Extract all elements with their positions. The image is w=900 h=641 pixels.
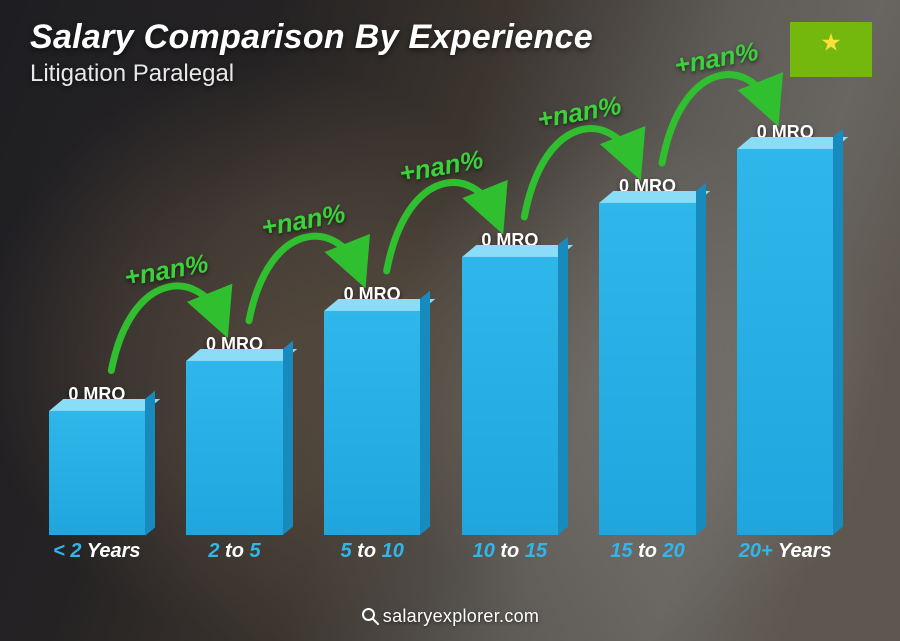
x-axis-label: 20+ Years [730, 540, 840, 563]
bar [186, 361, 283, 535]
bar-column: 0 MRO [317, 120, 427, 535]
bar [599, 203, 696, 535]
bar-column: 0 MRO [180, 120, 290, 535]
x-axis-label: 5 to 10 [317, 540, 427, 563]
x-axis-label: < 2 Years [42, 540, 152, 563]
x-axis-label: 2 to 5 [180, 540, 290, 563]
chart-subtitle: Litigation Paralegal [30, 60, 234, 88]
bars-container: 0 MRO0 MRO0 MRO0 MRO0 MRO0 MRO [42, 120, 840, 535]
search-icon [361, 607, 379, 625]
bar [49, 411, 146, 536]
bar [462, 257, 559, 535]
delta-label: +nan% [672, 36, 761, 81]
bar [737, 149, 834, 535]
bar [324, 311, 421, 535]
x-axis: < 2 Years 2 to 5 5 to 10 10 to 15 15 to 20 20… [42, 540, 840, 563]
x-axis-label: 10 to 15 [455, 540, 565, 563]
footer-text: salaryexplorer.com [383, 606, 539, 626]
bar-chart: 0 MRO0 MRO0 MRO0 MRO0 MRO0 MRO < 2 Years… [42, 120, 840, 563]
flag-symbol-icon [808, 29, 854, 71]
infographic-stage: Salary Comparison By Experience Litigati… [0, 0, 900, 641]
bar-column: 0 MRO [730, 120, 840, 535]
x-axis-label: 15 to 20 [593, 540, 703, 563]
bar-column: 0 MRO [593, 120, 703, 535]
country-flag [790, 22, 872, 77]
bar-column: 0 MRO [455, 120, 565, 535]
bar-column: 0 MRO [42, 120, 152, 535]
footer: salaryexplorer.com [0, 606, 900, 627]
chart-title: Salary Comparison By Experience [30, 18, 593, 57]
